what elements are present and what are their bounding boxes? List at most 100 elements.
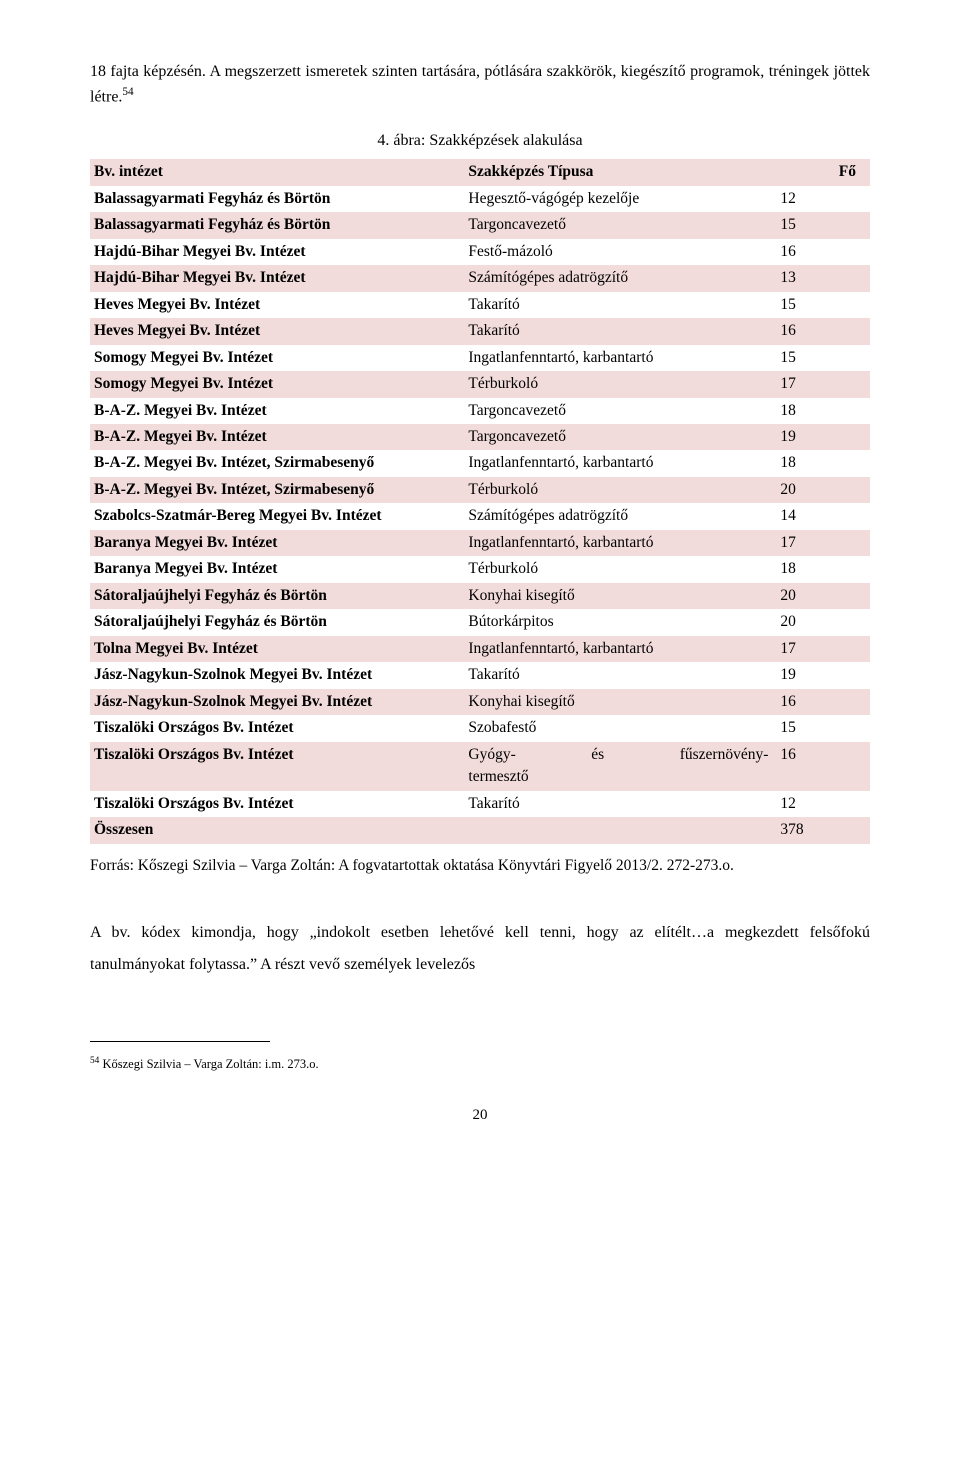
header-institution: Bv. intézet bbox=[90, 159, 464, 185]
header-count: Fő bbox=[776, 159, 870, 185]
cell-institution: Baranya Megyei Bv. Intézet bbox=[90, 556, 464, 582]
cell-count: 17 bbox=[776, 636, 870, 662]
table-row: Sátoraljaújhelyi Fegyház és BörtönBútork… bbox=[90, 609, 870, 635]
cell-institution: Somogy Megyei Bv. Intézet bbox=[90, 345, 464, 371]
cell-count: 18 bbox=[776, 556, 870, 582]
cell-type: Ingatlanfenntartó, karbantartó bbox=[464, 636, 776, 662]
table-row: Tolna Megyei Bv. IntézetIngatlanfenntart… bbox=[90, 636, 870, 662]
cell-type: Bútorkárpitos bbox=[464, 609, 776, 635]
cell-count: 17 bbox=[776, 530, 870, 556]
table-row: Somogy Megyei Bv. IntézetTérburkoló17 bbox=[90, 371, 870, 397]
cell-type: Számítógépes adatrögzítő bbox=[464, 265, 776, 291]
table-row: Baranya Megyei Bv. IntézetIngatlanfennta… bbox=[90, 530, 870, 556]
cell-type: Konyhai kisegítő bbox=[464, 689, 776, 715]
total-label: Összesen bbox=[90, 817, 464, 843]
cell-type: Targoncavezető bbox=[464, 424, 776, 450]
table-row: Somogy Megyei Bv. IntézetIngatlanfenntar… bbox=[90, 345, 870, 371]
table-row: Jász-Nagykun-Szolnok Megyei Bv. IntézetT… bbox=[90, 662, 870, 688]
cell-count: 20 bbox=[776, 609, 870, 635]
cell-type: Festő-mázoló bbox=[464, 239, 776, 265]
cell-institution: Heves Megyei Bv. Intézet bbox=[90, 292, 464, 318]
cell-count: 16 bbox=[776, 742, 870, 791]
cell-type: Számítógépes adatrögzítő bbox=[464, 503, 776, 529]
cell-institution: Tiszalöki Országos Bv. Intézet bbox=[90, 742, 464, 791]
cell-institution: Jász-Nagykun-Szolnok Megyei Bv. Intézet bbox=[90, 689, 464, 715]
table-source: Forrás: Kőszegi Szilvia – Varga Zoltán: … bbox=[90, 854, 870, 877]
cell-institution: Heves Megyei Bv. Intézet bbox=[90, 318, 464, 344]
cell-institution: Hajdú-Bihar Megyei Bv. Intézet bbox=[90, 239, 464, 265]
cell-count: 16 bbox=[776, 239, 870, 265]
closing-paragraph: A bv. kódex kimondja, hogy „indokolt ese… bbox=[90, 917, 870, 981]
table-row: Tiszalöki Országos Bv. IntézetTakarító12 bbox=[90, 791, 870, 817]
table-row: Balassagyarmati Fegyház és BörtönHegeszt… bbox=[90, 186, 870, 212]
table-row: Tiszalöki Országos Bv. IntézetSzobafestő… bbox=[90, 715, 870, 741]
table-row: Balassagyarmati Fegyház és BörtönTargonc… bbox=[90, 212, 870, 238]
cell-count: 15 bbox=[776, 715, 870, 741]
cell-type: Térburkoló bbox=[464, 477, 776, 503]
cell-type: Hegesztő-vágógép kezelője bbox=[464, 186, 776, 212]
cell-count: 17 bbox=[776, 371, 870, 397]
table-row: Tiszalöki Országos Bv. IntézetGyógy-ésfű… bbox=[90, 742, 870, 791]
table-row: Hajdú-Bihar Megyei Bv. IntézetFestő-mázo… bbox=[90, 239, 870, 265]
table-row: Heves Megyei Bv. IntézetTakarító16 bbox=[90, 318, 870, 344]
cell-type: Takarító bbox=[464, 791, 776, 817]
cell-count: 18 bbox=[776, 398, 870, 424]
intro-text: 18 fajta képzésén. A megszerzett ismeret… bbox=[90, 63, 870, 105]
cell-count: 15 bbox=[776, 292, 870, 318]
table-row: B-A-Z. Megyei Bv. Intézet, Szirmabesenyő… bbox=[90, 450, 870, 476]
header-type: Szakképzés Típusa bbox=[464, 159, 776, 185]
cell-institution: Tolna Megyei Bv. Intézet bbox=[90, 636, 464, 662]
cell-type: Ingatlanfenntartó, karbantartó bbox=[464, 530, 776, 556]
cell-institution: B-A-Z. Megyei Bv. Intézet bbox=[90, 424, 464, 450]
table-row: B-A-Z. Megyei Bv. IntézetTargoncavezető1… bbox=[90, 424, 870, 450]
table-header-row: Bv. intézetSzakképzés TípusaFő bbox=[90, 159, 870, 185]
cell-institution: Tiszalöki Országos Bv. Intézet bbox=[90, 791, 464, 817]
cell-count: 15 bbox=[776, 345, 870, 371]
cell-institution: B-A-Z. Megyei Bv. Intézet, Szirmabesenyő bbox=[90, 450, 464, 476]
cell-institution: Balassagyarmati Fegyház és Börtön bbox=[90, 186, 464, 212]
cell-count: 12 bbox=[776, 186, 870, 212]
cell-institution: Szabolcs-Szatmár-Bereg Megyei Bv. Intéze… bbox=[90, 503, 464, 529]
table-row: Jász-Nagykun-Szolnok Megyei Bv. IntézetK… bbox=[90, 689, 870, 715]
cell-institution: Balassagyarmati Fegyház és Börtön bbox=[90, 212, 464, 238]
cell-type: Ingatlanfenntartó, karbantartó bbox=[464, 450, 776, 476]
footnote-text: Kőszegi Szilvia – Varga Zoltán: i.m. 273… bbox=[99, 1057, 318, 1071]
table-total-row: Összesen 378 bbox=[90, 817, 870, 843]
cell-count: 16 bbox=[776, 318, 870, 344]
cell-type: Takarító bbox=[464, 292, 776, 318]
intro-paragraph: 18 fajta képzésén. A megszerzett ismeret… bbox=[90, 60, 870, 109]
cell-institution: Hajdú-Bihar Megyei Bv. Intézet bbox=[90, 265, 464, 291]
cell-institution: B-A-Z. Megyei Bv. Intézet, Szirmabesenyő bbox=[90, 477, 464, 503]
cell-count: 13 bbox=[776, 265, 870, 291]
table-caption: 4. ábra: Szakképzések alakulása bbox=[90, 129, 870, 153]
cell-institution: Sátoraljaújhelyi Fegyház és Börtön bbox=[90, 583, 464, 609]
cell-type: Ingatlanfenntartó, karbantartó bbox=[464, 345, 776, 371]
footnote-separator bbox=[90, 1041, 270, 1042]
cell-count: 19 bbox=[776, 662, 870, 688]
table-row: B-A-Z. Megyei Bv. Intézet, Szirmabesenyő… bbox=[90, 477, 870, 503]
cell-type: Szobafestő bbox=[464, 715, 776, 741]
training-table: Bv. intézetSzakképzés TípusaFőBalassagya… bbox=[90, 159, 870, 843]
cell-institution: Tiszalöki Országos Bv. Intézet bbox=[90, 715, 464, 741]
cell-type: Gyógy-ésfűszernövény-termesztő bbox=[464, 742, 776, 791]
cell-institution: Somogy Megyei Bv. Intézet bbox=[90, 371, 464, 397]
cell-institution: Sátoraljaújhelyi Fegyház és Börtön bbox=[90, 609, 464, 635]
footnote-ref-54: 54 bbox=[122, 86, 133, 98]
cell-type: Térburkoló bbox=[464, 556, 776, 582]
cell-institution: Jász-Nagykun-Szolnok Megyei Bv. Intézet bbox=[90, 662, 464, 688]
cell-type: Takarító bbox=[464, 318, 776, 344]
table-row: Hajdú-Bihar Megyei Bv. IntézetSzámítógép… bbox=[90, 265, 870, 291]
cell-count: 16 bbox=[776, 689, 870, 715]
cell-count: 14 bbox=[776, 503, 870, 529]
cell-type: Targoncavezető bbox=[464, 212, 776, 238]
footnote-number: 54 bbox=[90, 1056, 99, 1066]
table-row: Baranya Megyei Bv. IntézetTérburkoló18 bbox=[90, 556, 870, 582]
cell-type: Targoncavezető bbox=[464, 398, 776, 424]
cell-count: 18 bbox=[776, 450, 870, 476]
cell-institution: B-A-Z. Megyei Bv. Intézet bbox=[90, 398, 464, 424]
table-row: Sátoraljaújhelyi Fegyház és BörtönKonyha… bbox=[90, 583, 870, 609]
cell-type: Takarító bbox=[464, 662, 776, 688]
total-value: 378 bbox=[776, 817, 870, 843]
cell-count: 15 bbox=[776, 212, 870, 238]
table-row: Heves Megyei Bv. IntézetTakarító15 bbox=[90, 292, 870, 318]
